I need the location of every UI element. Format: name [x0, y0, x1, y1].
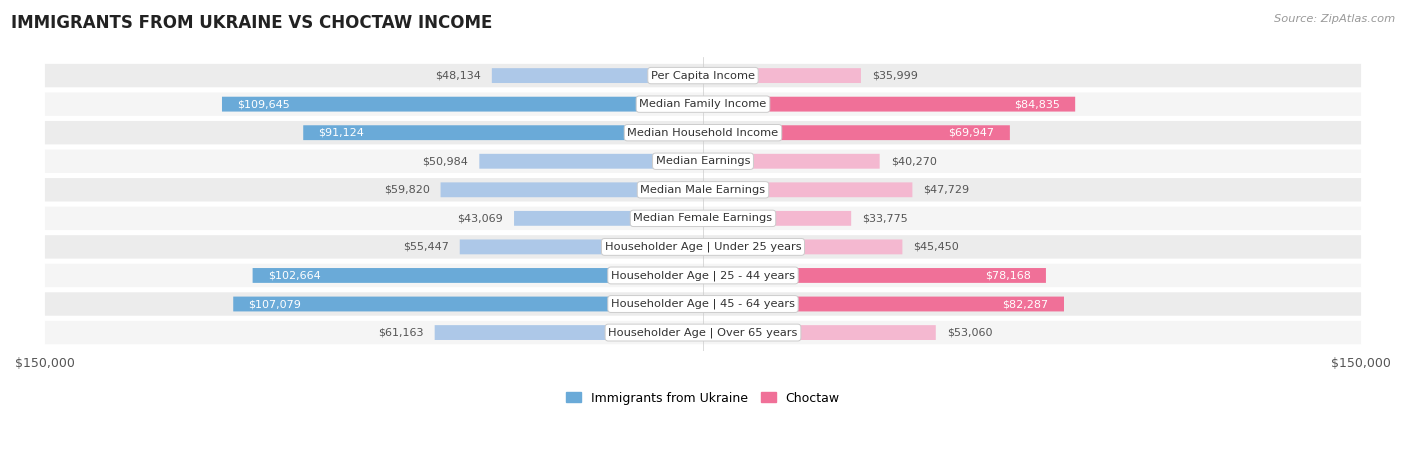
Text: Median Female Earnings: Median Female Earnings — [634, 213, 772, 223]
FancyBboxPatch shape — [492, 68, 703, 83]
FancyBboxPatch shape — [703, 125, 1010, 140]
FancyBboxPatch shape — [45, 64, 1361, 87]
Text: $91,124: $91,124 — [319, 127, 364, 138]
Text: $40,270: $40,270 — [890, 156, 936, 166]
Text: Median Household Income: Median Household Income — [627, 127, 779, 138]
FancyBboxPatch shape — [434, 325, 703, 340]
FancyBboxPatch shape — [45, 292, 1361, 316]
FancyBboxPatch shape — [703, 240, 903, 255]
Text: $45,450: $45,450 — [914, 242, 959, 252]
FancyBboxPatch shape — [45, 178, 1361, 201]
FancyBboxPatch shape — [45, 149, 1361, 173]
FancyBboxPatch shape — [703, 297, 1064, 311]
FancyBboxPatch shape — [703, 154, 880, 169]
Text: $102,664: $102,664 — [269, 270, 321, 281]
FancyBboxPatch shape — [460, 240, 703, 255]
FancyBboxPatch shape — [703, 211, 851, 226]
Text: $48,134: $48,134 — [434, 71, 481, 81]
Text: $61,163: $61,163 — [378, 327, 423, 338]
Legend: Immigrants from Ukraine, Choctaw: Immigrants from Ukraine, Choctaw — [561, 387, 845, 410]
FancyBboxPatch shape — [703, 325, 936, 340]
Text: $82,287: $82,287 — [1002, 299, 1049, 309]
Text: Median Family Income: Median Family Income — [640, 99, 766, 109]
Text: Householder Age | Under 25 years: Householder Age | Under 25 years — [605, 241, 801, 252]
Text: $47,729: $47,729 — [924, 185, 970, 195]
Text: $33,775: $33,775 — [862, 213, 908, 223]
Text: $78,168: $78,168 — [984, 270, 1031, 281]
Text: Source: ZipAtlas.com: Source: ZipAtlas.com — [1274, 14, 1395, 24]
Text: Median Male Earnings: Median Male Earnings — [641, 185, 765, 195]
FancyBboxPatch shape — [233, 297, 703, 311]
FancyBboxPatch shape — [45, 235, 1361, 259]
Text: $53,060: $53,060 — [946, 327, 993, 338]
Text: $35,999: $35,999 — [872, 71, 918, 81]
Text: $43,069: $43,069 — [457, 213, 503, 223]
FancyBboxPatch shape — [45, 321, 1361, 344]
FancyBboxPatch shape — [703, 183, 912, 197]
FancyBboxPatch shape — [703, 68, 860, 83]
Text: $59,820: $59,820 — [384, 185, 430, 195]
Text: $109,645: $109,645 — [238, 99, 290, 109]
Text: Householder Age | Over 65 years: Householder Age | Over 65 years — [609, 327, 797, 338]
FancyBboxPatch shape — [45, 92, 1361, 116]
FancyBboxPatch shape — [222, 97, 703, 112]
FancyBboxPatch shape — [45, 264, 1361, 287]
Text: IMMIGRANTS FROM UKRAINE VS CHOCTAW INCOME: IMMIGRANTS FROM UKRAINE VS CHOCTAW INCOM… — [11, 14, 492, 32]
FancyBboxPatch shape — [479, 154, 703, 169]
Text: Per Capita Income: Per Capita Income — [651, 71, 755, 81]
FancyBboxPatch shape — [515, 211, 703, 226]
Text: Median Earnings: Median Earnings — [655, 156, 751, 166]
Text: $84,835: $84,835 — [1014, 99, 1060, 109]
FancyBboxPatch shape — [45, 121, 1361, 144]
Text: $69,947: $69,947 — [949, 127, 994, 138]
FancyBboxPatch shape — [440, 183, 703, 197]
Text: $50,984: $50,984 — [422, 156, 468, 166]
Text: $107,079: $107,079 — [249, 299, 301, 309]
FancyBboxPatch shape — [253, 268, 703, 283]
FancyBboxPatch shape — [304, 125, 703, 140]
FancyBboxPatch shape — [703, 97, 1076, 112]
Text: Householder Age | 25 - 44 years: Householder Age | 25 - 44 years — [612, 270, 794, 281]
Text: $55,447: $55,447 — [404, 242, 449, 252]
FancyBboxPatch shape — [45, 206, 1361, 230]
FancyBboxPatch shape — [703, 268, 1046, 283]
Text: Householder Age | 45 - 64 years: Householder Age | 45 - 64 years — [612, 299, 794, 309]
